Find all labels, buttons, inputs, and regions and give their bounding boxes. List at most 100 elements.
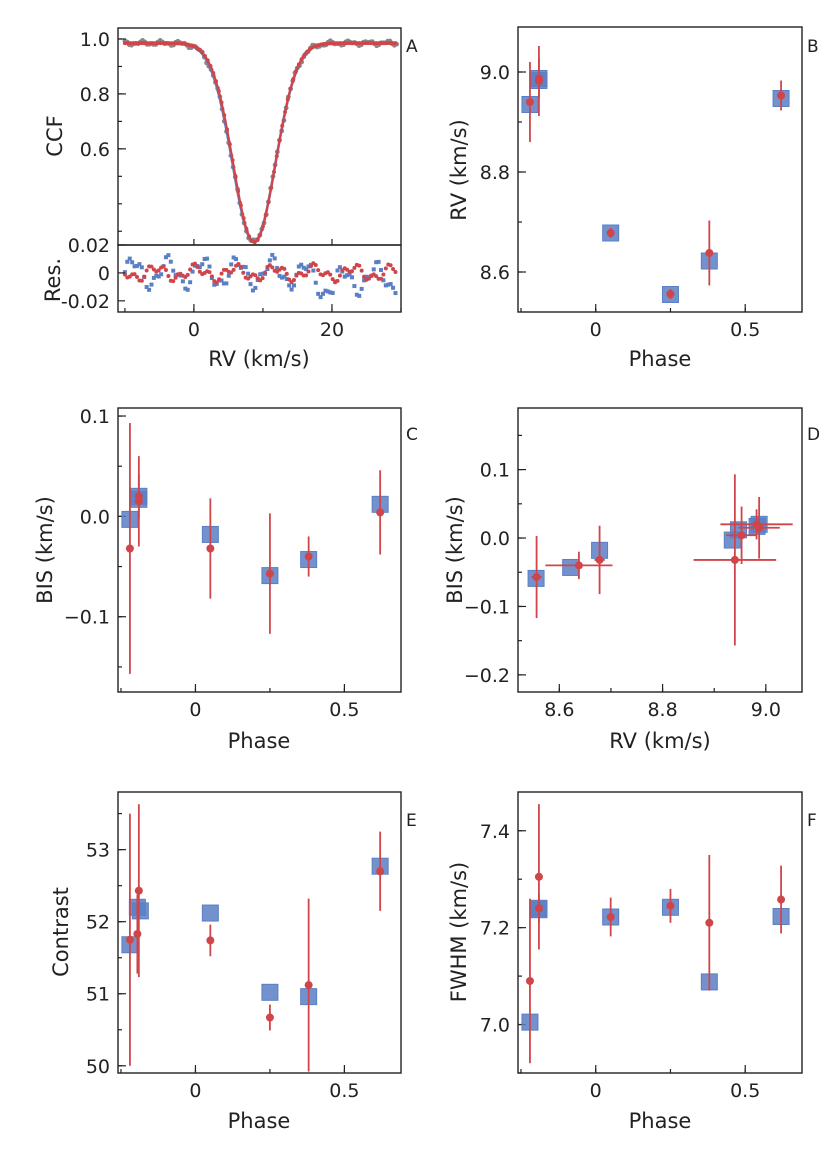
residual-fit1-point bbox=[337, 265, 342, 270]
residual-fit2-point bbox=[282, 266, 287, 271]
panel-c-ytick-label: −0.1 bbox=[64, 607, 110, 629]
ccf-fit-point bbox=[374, 41, 379, 46]
residual-fit2-point bbox=[294, 273, 299, 278]
observed-marker bbox=[525, 976, 534, 985]
ccf-fit-point bbox=[216, 89, 221, 94]
ccf-fit-point bbox=[136, 41, 141, 46]
panel-a-xlabel: RV (km/s) bbox=[208, 347, 310, 371]
panel-a-ytick-label: 0.8 bbox=[80, 84, 110, 106]
residual-fit2-point bbox=[388, 263, 393, 268]
panel-d-ytick-label: 0.1 bbox=[480, 460, 510, 482]
observed-marker bbox=[595, 555, 604, 564]
ccf-fit-point bbox=[354, 41, 359, 46]
residual-fit1-point bbox=[168, 259, 173, 264]
residual-fit1-point bbox=[192, 263, 197, 268]
ccf-fit-point bbox=[156, 41, 161, 46]
ccf-fit-point bbox=[365, 41, 370, 46]
observed-marker bbox=[532, 573, 541, 582]
panel-a-xtick-label: 20 bbox=[320, 319, 344, 341]
residual-fit1-point bbox=[323, 288, 328, 293]
residual-fit2-point bbox=[308, 264, 313, 269]
residual-fit1-point bbox=[272, 256, 277, 261]
residual-fit1-point bbox=[197, 265, 202, 270]
residual-fit1-point bbox=[296, 264, 301, 269]
observed-marker bbox=[206, 544, 215, 553]
residual-fit1-point bbox=[359, 286, 364, 291]
ccf-fit-point bbox=[197, 47, 202, 52]
ccf-fit-point bbox=[274, 154, 279, 159]
ccf-fit-point bbox=[283, 109, 288, 114]
residual-fit1-point bbox=[306, 264, 311, 269]
panel-e-label: E bbox=[406, 811, 417, 831]
residual-fit1-point bbox=[304, 267, 309, 272]
ccf-fit-point bbox=[288, 86, 293, 91]
residual-fit2-point bbox=[328, 272, 333, 277]
panel-c-ytick-label: 0.1 bbox=[80, 406, 110, 428]
ccf-fit-point bbox=[194, 45, 199, 50]
panel-a-residuals-ytick-label: 0 bbox=[98, 263, 110, 285]
residual-fit1-point bbox=[311, 268, 316, 273]
residual-fit2-point bbox=[337, 273, 342, 278]
ccf-fit-point bbox=[142, 41, 147, 46]
residual-fit1-point bbox=[122, 270, 127, 275]
residual-fit1-point bbox=[313, 280, 318, 285]
residual-fit1-point bbox=[163, 255, 168, 260]
ccf-fit-point bbox=[208, 64, 213, 69]
panel-e-ylabel: Contrast bbox=[49, 887, 73, 977]
residual-fit1-point bbox=[250, 288, 255, 293]
ccf-fit-point bbox=[164, 41, 169, 46]
residual-fit1-point bbox=[171, 268, 176, 273]
residual-fit2-point bbox=[359, 268, 364, 273]
residual-fit1-point bbox=[287, 283, 292, 288]
panel-a-residuals-ytick-label: -0.02 bbox=[61, 291, 110, 313]
residual-fit2-point bbox=[161, 264, 166, 269]
observed-marker bbox=[265, 1013, 274, 1022]
ccf-fit-point bbox=[360, 41, 365, 46]
panel-d-plot-area: 8.6 8.8 9.0 −0.2 −0.1 0.0 0.1 bbox=[464, 434, 793, 721]
residual-fit1-point bbox=[284, 277, 289, 282]
panel-f: 0 0.5 7.0 7.2 7.4 FWHM (km/s) Phase F bbox=[447, 791, 817, 1133]
ccf-fit-point bbox=[269, 185, 274, 190]
ccf-fit-point bbox=[247, 234, 252, 239]
observed-marker bbox=[737, 531, 746, 540]
observed-marker bbox=[777, 91, 786, 100]
ccf-fit-point bbox=[211, 70, 216, 75]
ccf-fit-point bbox=[238, 203, 243, 208]
ccf-fit-point bbox=[357, 41, 362, 46]
observed-marker bbox=[730, 555, 739, 564]
panel-f-label: F bbox=[807, 811, 817, 831]
panel-e-xlabel: Phase bbox=[228, 1109, 291, 1133]
ccf-fit-point bbox=[144, 41, 149, 46]
panel-b-ytick-label: 8.6 bbox=[480, 262, 510, 284]
ccf-fit-point bbox=[299, 57, 304, 62]
residual-fit2-point bbox=[236, 261, 241, 266]
panel-a-xtick-label: 0 bbox=[188, 319, 200, 341]
panel-d-xtick-label: 8.8 bbox=[647, 699, 677, 721]
residual-fit1-point bbox=[345, 273, 350, 278]
ccf-fit-point bbox=[252, 240, 257, 245]
residual-fit1-point bbox=[267, 258, 272, 263]
panel-f-xtick-label: 0.5 bbox=[730, 1080, 760, 1102]
model-marker bbox=[131, 902, 149, 920]
ccf-fit-point bbox=[158, 41, 163, 46]
model-marker bbox=[261, 983, 279, 1001]
panel-d-xtick-label: 9.0 bbox=[751, 699, 781, 721]
residual-fit2-point bbox=[378, 276, 383, 281]
residual-fit1-point bbox=[335, 268, 340, 273]
panel-f-plot-area: 0 0.5 7.0 7.2 7.4 bbox=[480, 804, 790, 1102]
residual-fit1-point bbox=[258, 272, 263, 277]
residual-fit2-point bbox=[330, 277, 335, 282]
residual-fit1-point bbox=[127, 256, 132, 261]
residual-fit2-point bbox=[306, 269, 311, 274]
ccf-fit-point bbox=[390, 41, 395, 46]
panel-a-residuals-ytick-label: 0.02 bbox=[68, 235, 110, 257]
ccf-fit-point bbox=[153, 41, 158, 46]
observed-marker bbox=[134, 886, 143, 895]
ccf-fit-point bbox=[128, 41, 133, 46]
observed-marker bbox=[206, 936, 215, 945]
ccf-fit-point bbox=[379, 41, 384, 46]
panel-a-ccf-plot-area bbox=[122, 38, 399, 245]
residual-fit2-point bbox=[122, 272, 127, 277]
residual-fit1-point bbox=[357, 293, 362, 298]
residual-fit2-point bbox=[217, 277, 222, 282]
